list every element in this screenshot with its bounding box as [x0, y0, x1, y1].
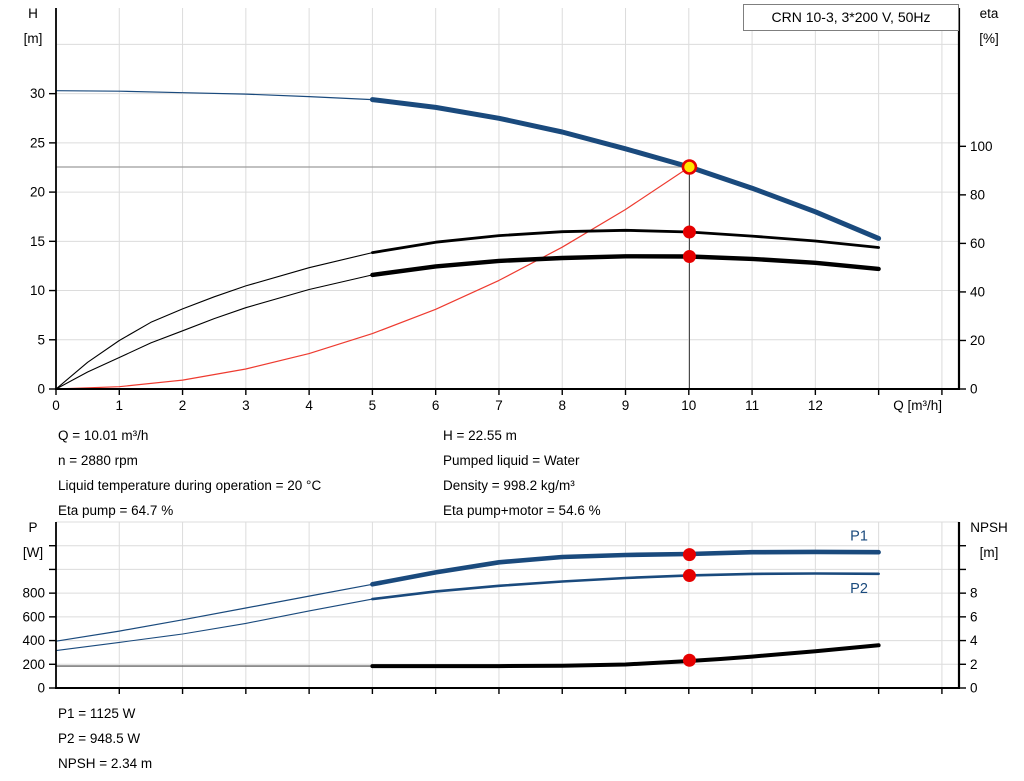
svg-text:[W]: [W]	[23, 545, 43, 560]
svg-text:P: P	[28, 520, 37, 535]
svg-text:0: 0	[970, 382, 978, 397]
info-line-q: Q = 10.01 m³/h	[58, 428, 149, 443]
info-line-n: n = 2880 rpm	[58, 453, 138, 468]
P2-curve-thin	[55, 598, 373, 652]
svg-text:6: 6	[432, 398, 440, 413]
svg-text:8: 8	[558, 398, 566, 413]
svg-text:5: 5	[369, 398, 377, 413]
svg-text:600: 600	[22, 609, 45, 624]
svg-text:[%]: [%]	[979, 31, 999, 46]
svg-text:eta: eta	[980, 6, 999, 21]
eta-pump-motor-curve-thin	[55, 274, 373, 390]
duty-info-right: H = 22.55 m Pumped liquid = Water Densit…	[443, 423, 601, 523]
svg-text:400: 400	[22, 633, 45, 648]
svg-text:25: 25	[30, 135, 45, 150]
curve-label-P1: P1	[850, 528, 868, 544]
head-curve-H-thin	[55, 90, 373, 101]
info-line-liquid-temp: Liquid temperature during operation = 20…	[58, 478, 322, 493]
info-line-p1: P1 = 1125 W	[58, 706, 136, 721]
P1-curve-thin	[55, 583, 373, 642]
power-npsh-chart: 0 200 400 600 800 0 2 4 6 8 P1 P2 P [W] NPSH [m]	[22, 520, 1007, 696]
svg-text:10: 10	[30, 283, 45, 298]
svg-text:200: 200	[22, 657, 45, 672]
duty-info-left: Q = 10.01 m³/h n = 2880 rpm Liquid tempe…	[58, 423, 321, 523]
svg-text:0: 0	[970, 681, 978, 696]
svg-text:2: 2	[970, 657, 978, 672]
svg-text:80: 80	[970, 187, 985, 202]
pump-head-efficiency-chart: 0 1 2 3 4 5 6 7 8 9 10 11 12051015202530020406080100…	[24, 6, 999, 413]
info-line-density: Density = 998.2 kg/m³	[443, 478, 575, 493]
svg-text:H: H	[28, 6, 38, 21]
info-line-pumped-liquid: Pumped liquid = Water	[443, 453, 580, 468]
svg-text:800: 800	[22, 586, 45, 601]
svg-text:0: 0	[37, 681, 45, 696]
head-curve-H	[369, 97, 882, 241]
svg-text:100: 100	[970, 139, 993, 154]
curve-label-P2: P2	[850, 581, 868, 597]
svg-text:10: 10	[681, 398, 696, 413]
svg-text:5: 5	[37, 332, 45, 347]
eta-pump-curve	[370, 228, 880, 255]
pump-title: CRN 10-3, 3*200 V, 50Hz	[771, 9, 931, 25]
svg-text:12: 12	[808, 398, 823, 413]
pump-title-box: CRN 10-3, 3*200 V, 50Hz	[743, 4, 959, 31]
NPSH-marker	[682, 653, 696, 667]
svg-text:7: 7	[495, 398, 503, 413]
svg-text:[m]: [m]	[980, 545, 999, 560]
info-line-eta-pump-motor: Eta pump+motor = 54.6 %	[443, 503, 601, 518]
svg-text:2: 2	[179, 398, 187, 413]
svg-text:0: 0	[37, 382, 45, 397]
eta-pump-motor-marker	[682, 249, 696, 263]
P1-marker	[682, 548, 696, 562]
svg-text:20: 20	[970, 333, 985, 348]
svg-text:60: 60	[970, 236, 985, 251]
system-curve	[55, 166, 691, 390]
svg-text:0: 0	[52, 398, 60, 413]
svg-text:30: 30	[30, 86, 45, 101]
svg-text:4: 4	[970, 633, 978, 648]
eta-pump-marker	[682, 225, 696, 239]
svg-text:40: 40	[970, 284, 985, 299]
info-line-npsh: NPSH = 2.34 m	[58, 756, 153, 771]
svg-text:4: 4	[305, 398, 313, 413]
svg-text:15: 15	[30, 234, 45, 249]
svg-text:9: 9	[622, 398, 630, 413]
svg-text:6: 6	[970, 609, 978, 624]
svg-text:11: 11	[745, 398, 759, 413]
info-line-p2: P2 = 948.5 W	[58, 731, 141, 746]
svg-text:3: 3	[242, 398, 250, 413]
P2-curve	[371, 572, 880, 601]
svg-text:[m]: [m]	[24, 31, 43, 46]
duty-point-marker	[681, 159, 698, 175]
svg-text:NPSH: NPSH	[970, 520, 1008, 535]
svg-text:20: 20	[30, 185, 45, 200]
svg-text:1: 1	[116, 398, 124, 413]
P1-curve	[370, 549, 881, 587]
power-info: P1 = 1125 W P2 = 948.5 W NPSH = 2.34 m	[58, 701, 152, 776]
eta-pump-curve-thin	[55, 252, 373, 390]
svg-text:Q [m³/h]: Q [m³/h]	[893, 398, 942, 413]
eta-pump-motor-curve	[370, 254, 881, 278]
svg-text:8: 8	[970, 586, 978, 601]
P2-marker	[682, 569, 696, 583]
info-line-h: H = 22.55 m	[443, 428, 517, 443]
info-line-eta-pump: Eta pump = 64.7 %	[58, 503, 174, 518]
